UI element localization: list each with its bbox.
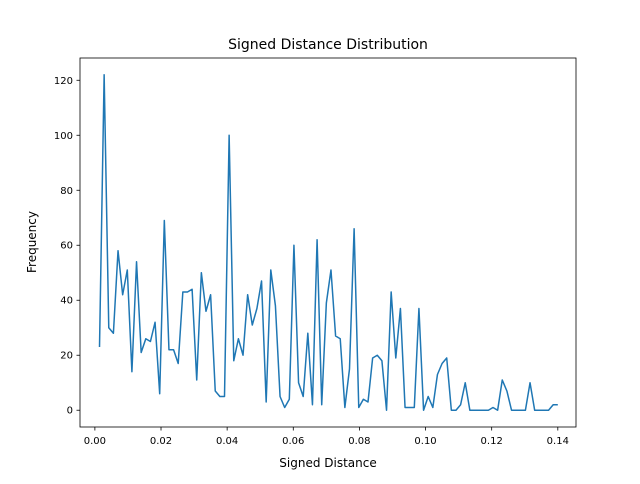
- x-tick-label: 0.12: [481, 436, 503, 447]
- y-axis: 0 20 40 60 80 100 120: [54, 76, 80, 417]
- x-axis: 0.00 0.02 0.04 0.06 0.08 0.10 0.12 0.14: [84, 427, 569, 447]
- x-tick-label: 0.06: [282, 436, 304, 447]
- series-line: [100, 75, 558, 410]
- y-tick-label: 20: [60, 351, 73, 362]
- y-tick-label: 60: [60, 241, 73, 252]
- y-tick-label: 0: [67, 406, 73, 417]
- x-tick-label: 0.04: [216, 436, 238, 447]
- x-axis-label: Signed Distance: [279, 456, 376, 470]
- y-tick-label: 80: [60, 186, 73, 197]
- plot-frame: [80, 58, 576, 427]
- y-tick-label: 40: [60, 296, 73, 307]
- x-tick-label: 0.14: [547, 436, 569, 447]
- chart-title: Signed Distance Distribution: [228, 37, 428, 53]
- x-tick-label: 0.02: [150, 436, 172, 447]
- x-tick-label: 0.10: [414, 436, 436, 447]
- x-tick-label: 0.00: [84, 436, 106, 447]
- y-tick-label: 100: [54, 131, 73, 142]
- x-tick-label: 0.08: [348, 436, 370, 447]
- y-axis-label: Frequency: [25, 211, 39, 273]
- y-tick-label: 120: [54, 76, 73, 87]
- plot-area: [100, 75, 558, 410]
